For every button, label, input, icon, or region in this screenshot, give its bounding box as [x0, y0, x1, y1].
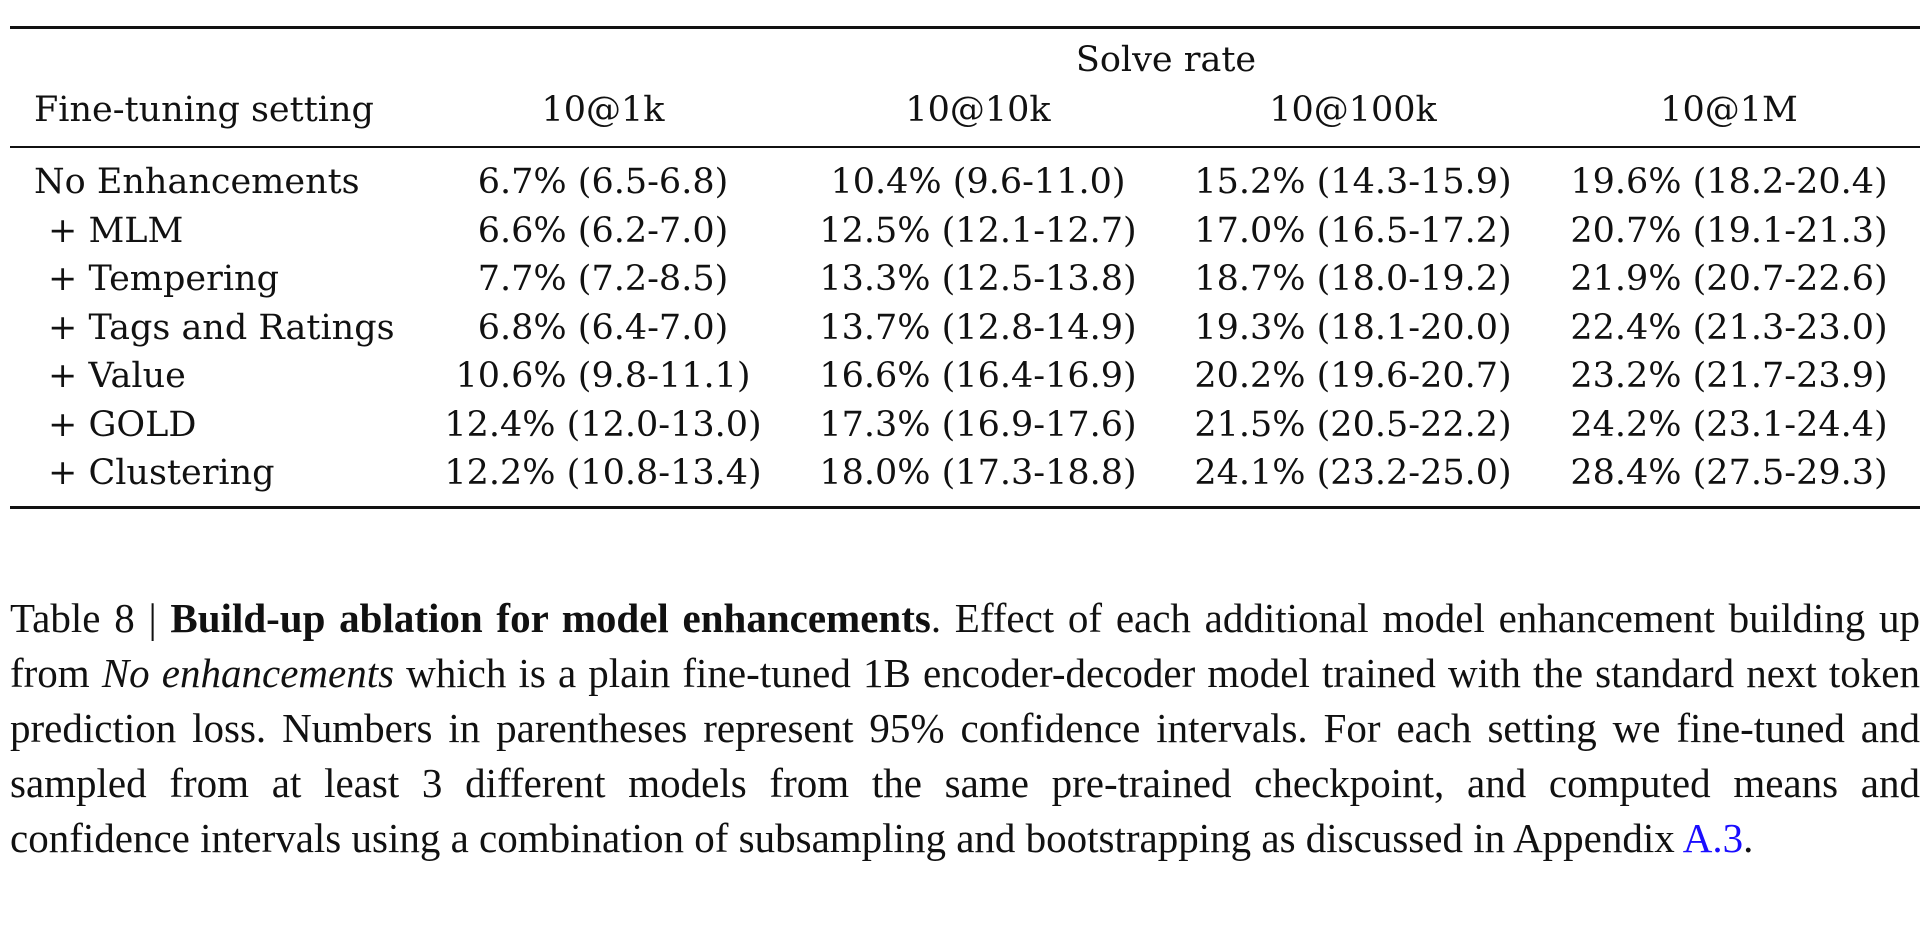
- column-header-2: 10@10k: [905, 90, 1051, 130]
- group-header-solve-rate: Solve rate: [1075, 40, 1257, 80]
- row-label: + Clustering: [48, 453, 275, 493]
- row-label: + Tags and Ratings: [48, 307, 395, 348]
- table-cell: 21.9% (20.7-22.6): [1570, 259, 1888, 299]
- row-label: No Enhancements: [34, 162, 360, 202]
- table-mid-rule: [10, 146, 1920, 148]
- table-cell: 20.7% (19.1-21.3): [1570, 210, 1888, 251]
- table-cell: 12.5% (12.1-12.7): [819, 210, 1137, 251]
- table-cell: 28.4% (27.5-29.3): [1570, 453, 1888, 493]
- caption-italic: No enhancements: [101, 650, 395, 696]
- table-cell: 15.2% (14.3-15.9): [1194, 162, 1512, 202]
- table-cell: 18.7% (18.0-19.2): [1194, 259, 1512, 299]
- table-cell: 21.5% (20.5-22.2): [1194, 404, 1512, 445]
- row-label: + Value: [48, 356, 186, 396]
- column-header-1: 10@1k: [541, 90, 665, 130]
- row-label: + Tempering: [48, 259, 279, 299]
- row-header: Fine-tuning setting: [34, 90, 374, 130]
- table-cell: 16.6% (16.4-16.9): [819, 356, 1137, 396]
- table-cell: 10.6% (9.8-11.1): [455, 356, 751, 396]
- table-cell: 23.2% (21.7-23.9): [1570, 356, 1888, 396]
- table-cell: 6.6% (6.2-7.0): [477, 210, 729, 251]
- row-label: + GOLD: [48, 404, 197, 445]
- table-cell: 12.2% (10.8-13.4): [444, 453, 762, 493]
- table-cell: 19.3% (18.1-20.0): [1194, 307, 1512, 348]
- table-cell: 10.4% (9.6-11.0): [830, 162, 1126, 202]
- table-cell: 12.4% (12.0-13.0): [444, 404, 762, 445]
- table-top-rule: [10, 26, 1920, 29]
- table-cell: 24.2% (23.1-24.4): [1570, 404, 1888, 445]
- table-cell: 13.3% (12.5-13.8): [819, 259, 1137, 299]
- row-label: + MLM: [48, 210, 184, 251]
- table-cell: 17.0% (16.5-17.2): [1194, 210, 1512, 251]
- column-header-3: 10@100k: [1269, 90, 1437, 130]
- column-header-4: 10@1M: [1660, 90, 1798, 130]
- appendix-link[interactable]: A.3: [1682, 815, 1744, 861]
- table-bottom-rule: [10, 506, 1920, 509]
- table-cell: 22.4% (21.3-23.0): [1570, 307, 1888, 348]
- table-cell: 19.6% (18.2-20.4): [1570, 162, 1888, 202]
- caption-title: Build-up ablation for model enhancements: [170, 595, 931, 641]
- table-cell: 7.7% (7.2-8.5): [477, 259, 729, 299]
- caption-text-2: which is a plain fine-tuned 1B encoder-d…: [10, 650, 1920, 861]
- table-cell: 17.3% (16.9-17.6): [819, 404, 1137, 445]
- caption-text-3: .: [1743, 815, 1754, 861]
- caption-prefix: Table 8 |: [10, 595, 171, 641]
- table-cell: 24.1% (23.2-25.0): [1194, 453, 1512, 493]
- table-cell: 6.8% (6.4-7.0): [477, 307, 729, 348]
- table-caption: Table 8 | Build-up ablation for model en…: [10, 591, 1920, 866]
- table-cell: 18.0% (17.3-18.8): [819, 453, 1137, 493]
- table-cell: 20.2% (19.6-20.7): [1194, 356, 1512, 396]
- caption-text-1: . Effect of each additional model enhanc…: [10, 595, 1920, 696]
- table-cell: 6.7% (6.5-6.8): [477, 162, 729, 202]
- table-cell: 13.7% (12.8-14.9): [819, 307, 1137, 348]
